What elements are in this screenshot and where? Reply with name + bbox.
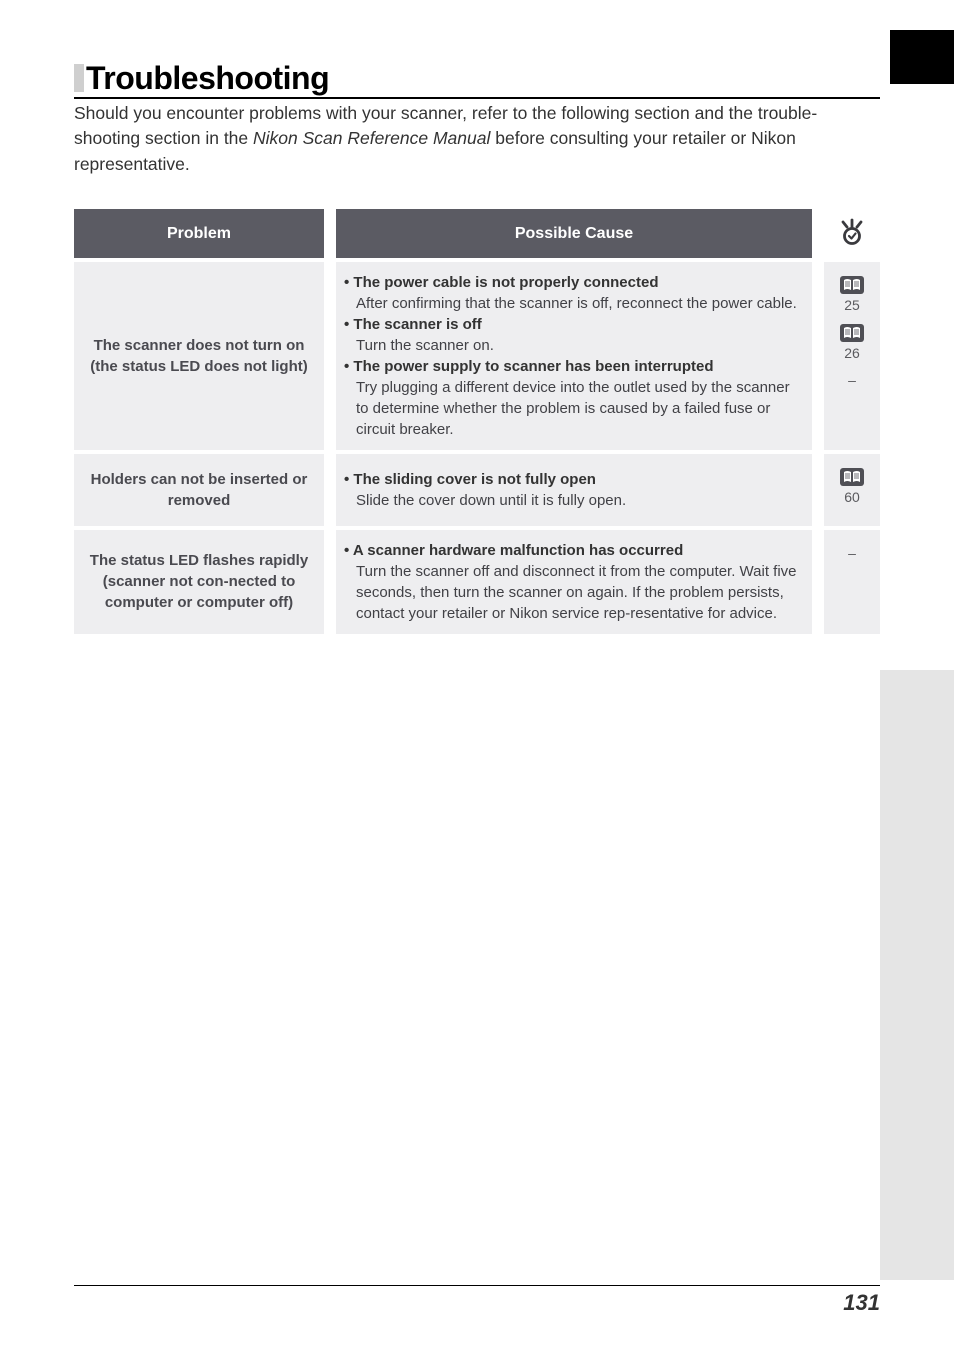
page-title: Troubleshooting	[74, 60, 880, 99]
cause-cell: • The sliding cover is not fully open Sli…	[336, 454, 812, 526]
table-row: Holders can not be inserted or removed• …	[74, 454, 880, 526]
intro-text: Should you encounter problems with your …	[74, 101, 880, 177]
side-tab	[880, 670, 954, 1280]
book-icon	[840, 276, 864, 294]
cause-cell: • The power cable is not properly connec…	[336, 262, 812, 450]
page-content: Troubleshooting Should you encounter pro…	[0, 0, 954, 638]
book-icon	[840, 468, 864, 486]
header-cause: Possible Cause	[336, 209, 812, 258]
cause-cell: • A scanner hardware malfunction has occ…	[336, 530, 812, 634]
ref-cell: 25 26 –	[824, 262, 880, 450]
cause-body: Slide the cover down until it is fully o…	[344, 490, 804, 511]
problem-cell: Holders can not be inserted or removed	[74, 454, 324, 526]
ref-page: –	[838, 371, 866, 391]
cause-heading: • The power supply to scanner has been i…	[344, 358, 714, 375]
problem-cell: The status LED flashes rapidly (scanner …	[74, 530, 324, 634]
table-row: The status LED flashes rapidly (scanner …	[74, 530, 880, 634]
cause-heading: • The power cable is not properly connec…	[344, 274, 658, 291]
ref-cell: 60	[824, 454, 880, 526]
corner-tab	[890, 30, 954, 84]
cause-heading: • The scanner is off	[344, 316, 482, 333]
cause-body: Try plugging a different device into the…	[344, 377, 804, 440]
table-row: The scanner does not turn on (the status…	[74, 262, 880, 450]
ref-page: 26	[838, 344, 866, 364]
cause-body: Turn the scanner on.	[344, 335, 804, 356]
troubleshoot-table: Problem Possible Cause The scanner does …	[74, 205, 880, 638]
ref-page: 25	[838, 296, 866, 316]
ref-page: 60	[838, 488, 866, 508]
header-problem: Problem	[74, 209, 324, 258]
cause-body: After confirming that the scanner is off…	[344, 293, 804, 314]
header-ref	[824, 209, 880, 258]
cause-heading: • A scanner hardware malfunction has occ…	[344, 542, 683, 559]
book-icon	[840, 324, 864, 342]
page-number: 131	[74, 1285, 880, 1316]
cause-body: Turn the scanner off and disconnect it f…	[344, 561, 804, 624]
ref-cell: –	[824, 530, 880, 634]
ref-page: –	[838, 544, 866, 564]
problem-cell: The scanner does not turn on (the status…	[74, 262, 324, 450]
cause-heading: • The sliding cover is not fully open	[344, 471, 596, 488]
wrench-icon	[835, 217, 869, 245]
table-header: Problem Possible Cause	[74, 209, 880, 258]
